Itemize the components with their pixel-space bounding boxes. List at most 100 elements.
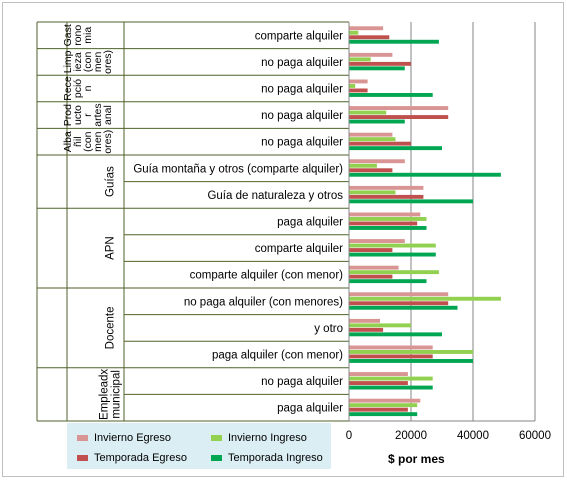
category-label: paga alquiler (con menor) xyxy=(212,350,343,362)
bar xyxy=(349,376,433,381)
group-label-line: rono xyxy=(72,25,84,46)
group-label-line: Limp xyxy=(62,50,74,73)
category-label: paga alquiler xyxy=(277,403,343,415)
bar xyxy=(349,172,501,177)
group-label-line: artes xyxy=(92,103,104,126)
x-tick-label: 40000 xyxy=(457,430,489,442)
legend-item-temporada-egreso: Temporada Egreso xyxy=(77,452,187,464)
legend-label: Temporada Ingreso xyxy=(228,452,323,464)
legend: Invierno Egreso Invierno Ingreso Tempora… xyxy=(67,423,331,469)
x-tick-label: 0 xyxy=(346,430,352,442)
legend-swatch xyxy=(211,455,222,461)
bar xyxy=(349,359,473,363)
bar xyxy=(349,84,356,88)
bar xyxy=(349,381,408,385)
bar xyxy=(349,226,427,230)
bar xyxy=(349,93,433,97)
bar xyxy=(349,248,393,252)
bar xyxy=(349,332,442,337)
group-label-line: Empleadx xyxy=(99,369,111,420)
bar xyxy=(349,292,449,297)
group-label-line: ieza xyxy=(72,52,84,71)
group-label-line: ucto xyxy=(72,105,84,125)
bar xyxy=(349,217,427,221)
bar xyxy=(349,301,449,306)
legend-swatch xyxy=(77,455,88,461)
bar xyxy=(349,212,421,217)
group-label-line: n xyxy=(82,85,94,91)
bar xyxy=(349,305,458,310)
category-label: y otro xyxy=(314,323,343,335)
group-label-line: ores) xyxy=(102,50,114,74)
category-label: no paga alquiler xyxy=(261,57,343,69)
bar xyxy=(349,407,408,412)
bar xyxy=(349,39,439,44)
bar xyxy=(349,252,436,257)
legend-label: Temporada Egreso xyxy=(94,452,187,464)
group-label-line: ñil xyxy=(72,136,84,147)
category-label: no paga alquiler xyxy=(261,110,343,122)
bar xyxy=(349,110,387,115)
bar xyxy=(349,239,405,243)
category-label: comparte alquiler xyxy=(255,30,343,42)
bar xyxy=(349,403,418,408)
group-label-line: Guías xyxy=(105,166,117,197)
bar xyxy=(349,88,368,93)
bar xyxy=(349,137,396,142)
group-label-line: Gast xyxy=(62,24,74,46)
bar xyxy=(349,350,473,354)
legend-label: Invierno Egreso xyxy=(94,432,172,444)
category-label: Guía de naturaleza y otros xyxy=(207,190,343,202)
category-label: no paga alquiler (con menores) xyxy=(184,296,343,308)
bar xyxy=(349,243,436,248)
bar xyxy=(349,52,393,57)
bar xyxy=(349,354,433,359)
x-tick-label: 20000 xyxy=(395,430,427,442)
bar xyxy=(349,274,393,279)
bar xyxy=(349,26,384,31)
bar xyxy=(349,270,439,275)
group-label-line: r xyxy=(82,113,94,117)
bar xyxy=(349,194,424,199)
x-tick-label: 60000 xyxy=(519,430,551,442)
legend-swatch xyxy=(77,435,88,441)
bar xyxy=(349,398,421,403)
bar xyxy=(349,199,473,204)
bar xyxy=(349,30,359,35)
bar xyxy=(349,79,368,84)
bar xyxy=(349,318,380,323)
bar xyxy=(349,323,411,328)
x-axis-title: $ por mes xyxy=(388,452,445,466)
bar xyxy=(349,163,377,168)
category-label: paga alquiler xyxy=(277,217,343,229)
group-label-line: APN xyxy=(105,236,117,260)
group-label-line: ores) xyxy=(102,130,114,154)
bar xyxy=(349,61,411,66)
bar xyxy=(349,57,371,62)
group-label-line: Alba xyxy=(62,131,74,152)
group-label-line: (con xyxy=(82,52,94,73)
group-label-line: men xyxy=(92,52,104,73)
group-label-line: Rece xyxy=(62,76,74,101)
category-label: comparte alquiler xyxy=(255,243,343,255)
legend-item-invierno-ingreso: Invierno Ingreso xyxy=(211,432,307,444)
bar xyxy=(349,190,396,195)
legend-label: Invierno Ingreso xyxy=(228,432,307,444)
bar xyxy=(349,141,411,146)
group-label-line: pció xyxy=(72,79,84,98)
category-label: comparte alquiler (con menor) xyxy=(190,270,344,282)
bar xyxy=(349,345,433,350)
legend-swatch xyxy=(211,435,222,441)
category-label: no paga alquiler xyxy=(261,137,343,149)
group-label-line: Docente xyxy=(105,306,117,349)
category-label: Guía montaña y otros (comparte alquiler) xyxy=(133,163,343,175)
legend-item-temporada-ingreso: Temporada Ingreso xyxy=(211,452,323,464)
bar xyxy=(349,132,393,137)
group-label-line: men xyxy=(92,131,104,152)
category-label: no paga alquiler xyxy=(261,84,343,96)
bar xyxy=(349,66,405,71)
group-label-line: Prod xyxy=(62,104,74,126)
